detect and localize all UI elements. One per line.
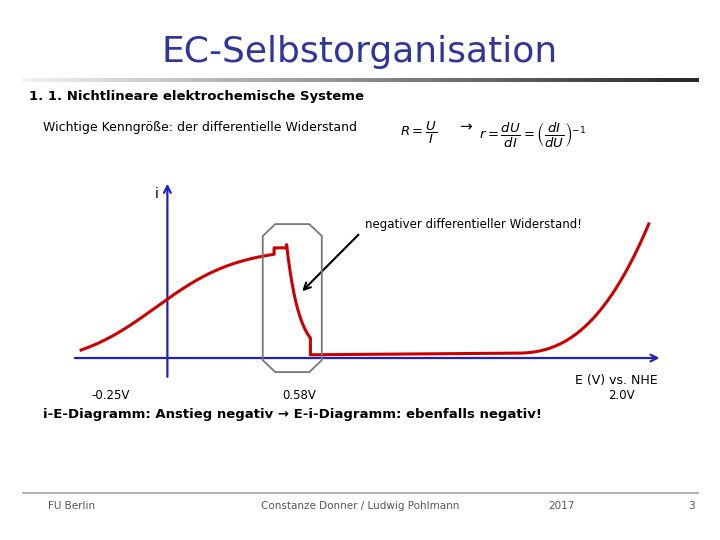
Text: 2.0V: 2.0V [608,389,635,402]
Text: E (V) vs. NHE: E (V) vs. NHE [575,374,658,387]
Text: Wichtige Kenngröße: der differentielle Widerstand: Wichtige Kenngröße: der differentielle W… [43,122,357,134]
Text: $R = \dfrac{U}{I}$: $R = \dfrac{U}{I}$ [400,120,437,146]
Text: negativer differentieller Widerstand!: negativer differentieller Widerstand! [365,218,582,231]
Text: Constanze Donner / Ludwig Pohlmann: Constanze Donner / Ludwig Pohlmann [261,501,459,511]
Text: $r = \dfrac{dU}{dI} = \left(\dfrac{dI}{dU}\right)^{-1}$: $r = \dfrac{dU}{dI} = \left(\dfrac{dI}{d… [479,120,587,149]
Text: EC-Selbstorganisation: EC-Selbstorganisation [162,35,558,69]
Text: $\rightarrow$: $\rightarrow$ [457,119,474,134]
Text: i-E-Diagramm: Anstieg negativ → E-i-Diagramm: ebenfalls negativ!: i-E-Diagramm: Anstieg negativ → E-i-Diag… [43,408,542,421]
Text: -0.25V: -0.25V [91,389,130,402]
Text: 0.58V: 0.58V [282,389,316,402]
Text: FU Berlin: FU Berlin [48,501,96,511]
Text: 3: 3 [688,501,695,511]
Text: 1. 1. Nichtlineare elektrochemische Systeme: 1. 1. Nichtlineare elektrochemische Syst… [29,90,364,103]
Text: i: i [154,187,158,201]
Text: 2017: 2017 [549,501,575,511]
